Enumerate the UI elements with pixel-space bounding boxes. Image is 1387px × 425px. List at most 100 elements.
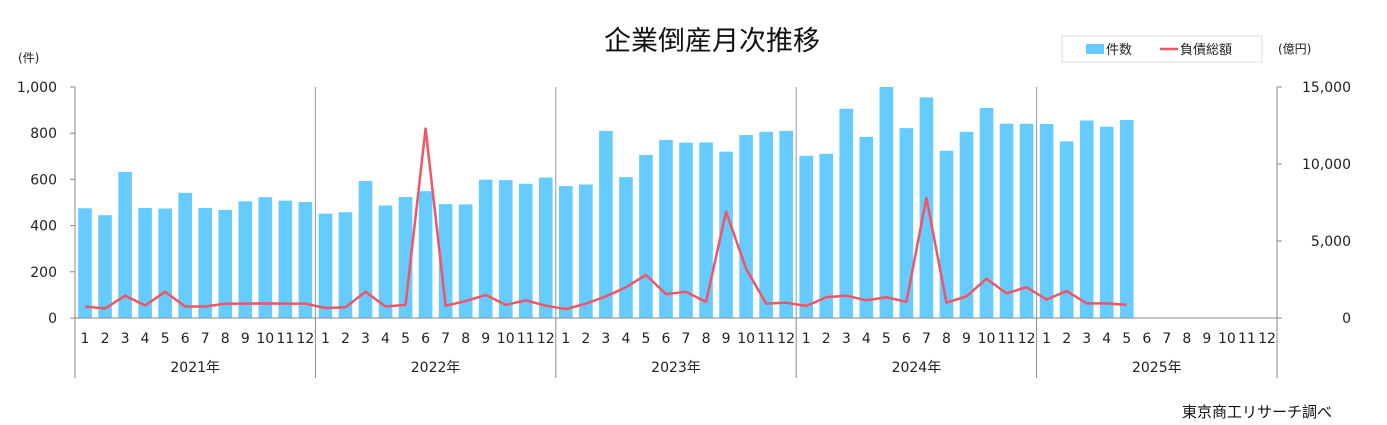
bar-count [278, 200, 293, 318]
month-label: 1 [81, 331, 90, 347]
month-label: 11 [517, 331, 535, 347]
month-label: 2 [101, 331, 110, 347]
legend: 件数 負債総額 [1061, 35, 1263, 63]
month-label: 4 [862, 331, 871, 347]
chart-title: 企業倒産月次推移 [604, 26, 820, 57]
month-label: 8 [1182, 331, 1191, 347]
bar-count [699, 142, 713, 318]
year-dividers [314, 87, 1038, 318]
left-tick-label: 600 [30, 172, 57, 188]
month-label: 3 [601, 331, 610, 347]
year-label: 2022年 [411, 360, 461, 376]
bar-count [679, 142, 693, 318]
bar-count [559, 186, 573, 318]
bar-count [779, 130, 793, 318]
left-tick-label: 400 [30, 219, 57, 235]
month-label: 5 [641, 331, 650, 347]
bar-count [398, 196, 413, 318]
right-axis-unit: (億円) [1278, 42, 1311, 56]
month-label: 8 [942, 331, 951, 347]
month-label: 10 [256, 331, 274, 347]
month-label: 1 [1042, 331, 1051, 347]
month-label: 5 [161, 331, 170, 347]
month-label: 1 [802, 331, 811, 347]
bar-count [959, 131, 974, 318]
bar-count [899, 128, 914, 318]
month-label: 1 [561, 331, 570, 347]
bar-count [178, 192, 192, 318]
right-axis-ticks: 0 5,000 10,000 15,000 [1277, 80, 1351, 327]
bar-count [538, 177, 553, 318]
month-label: 2 [341, 331, 350, 347]
right-tick-label: 0 [1342, 311, 1351, 327]
month-label: 7 [441, 331, 450, 347]
bar-count [458, 204, 473, 318]
month-label: 10 [978, 331, 996, 347]
bar-count [1079, 120, 1094, 319]
bar-count [979, 108, 994, 318]
legend-line-label: 負債総額 [1180, 43, 1232, 58]
month-label: 11 [998, 331, 1016, 347]
bar-count [138, 208, 152, 318]
bar-count [839, 108, 854, 319]
month-label: 12 [1018, 331, 1036, 347]
month-label: 6 [1142, 331, 1151, 347]
year-label: 2023年 [651, 360, 701, 376]
month-label: 5 [882, 331, 891, 347]
month-labels: 1 2 3 4 5 6 7 8 9 10 11 12 1 2 3 4 5 6 7 8 9 10 11 12 1 2 3 4 5 6 7 8 9 1… [81, 331, 1276, 347]
month-label: 10 [1218, 331, 1236, 347]
year-label: 2024年 [892, 360, 942, 376]
month-label: 8 [461, 331, 470, 347]
bar-count [218, 209, 233, 318]
month-label: 8 [221, 331, 230, 347]
year-label: 2025年 [1132, 360, 1182, 376]
month-label: 11 [276, 331, 294, 347]
axis-lines [74, 87, 1278, 378]
month-label: 9 [722, 331, 731, 347]
bar-series [78, 87, 1134, 319]
month-label: 4 [381, 331, 390, 347]
bar-count [518, 183, 533, 318]
month-label: 11 [757, 331, 775, 347]
bar-count [579, 184, 593, 318]
month-label: 2 [581, 331, 590, 347]
left-tick-label: 800 [30, 126, 57, 142]
year-labels: 2021年 2022年 2023年 2024年 2025年 [170, 360, 1181, 376]
bar-count [318, 213, 333, 318]
bar-count [739, 135, 753, 318]
bar-count [879, 87, 894, 318]
bar-count [118, 172, 132, 318]
month-label: 12 [296, 331, 314, 347]
bar-count [639, 154, 653, 318]
month-label: 3 [1082, 331, 1091, 347]
month-label: 6 [662, 331, 671, 347]
month-label: 3 [361, 331, 370, 347]
bar-count [659, 139, 673, 318]
year-label: 2021年 [170, 360, 220, 376]
month-label: 6 [902, 331, 911, 347]
month-label: 9 [241, 331, 250, 347]
bar-count [498, 180, 513, 318]
bar-count [859, 136, 874, 318]
month-label: 10 [737, 331, 755, 347]
month-label: 8 [702, 331, 711, 347]
month-label: 5 [1122, 331, 1131, 347]
bar-count [158, 208, 172, 318]
debt-line-series [84, 127, 1127, 311]
bar-count [258, 197, 273, 318]
month-label: 3 [121, 331, 130, 347]
legend-bar-label: 件数 [1106, 43, 1132, 58]
bar-count [759, 131, 773, 318]
bar-count [378, 205, 393, 318]
bar-count [599, 130, 613, 318]
month-label: 11 [1238, 331, 1256, 347]
month-label: 4 [1102, 331, 1111, 347]
bar-count [78, 208, 92, 318]
bar-count [999, 123, 1014, 318]
month-label: 9 [962, 331, 971, 347]
month-label: 7 [1162, 331, 1171, 347]
month-label: 10 [497, 331, 515, 347]
month-label: 7 [922, 331, 931, 347]
month-label: 4 [141, 331, 150, 347]
